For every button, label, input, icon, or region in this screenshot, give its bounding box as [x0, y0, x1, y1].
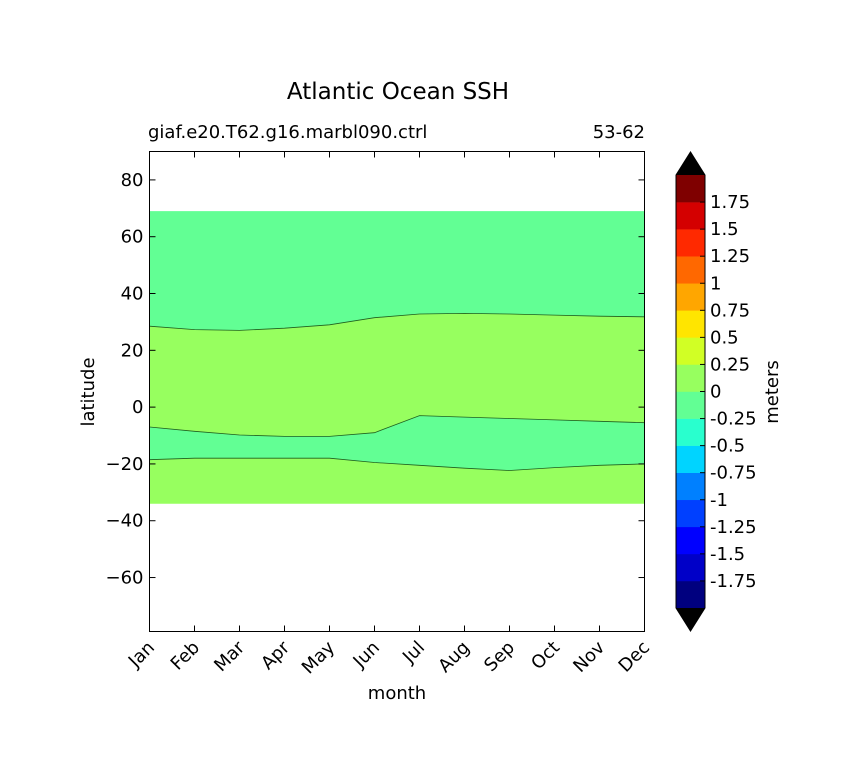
- colorbar-tick-label: 0: [710, 382, 721, 403]
- colorbar-band: [676, 202, 705, 230]
- colorbar-tick-label: -1.75: [710, 571, 757, 592]
- colorbar-band: [676, 256, 705, 284]
- colorbar-tick-label: -1.25: [710, 517, 757, 538]
- colorbar-band: [676, 445, 705, 473]
- colorbar-outline: [675, 151, 706, 632]
- colorbar-tick-label: 1: [710, 273, 721, 294]
- x-tick-label-oct: Oct: [527, 637, 564, 674]
- y-tick-label: 20: [121, 340, 144, 361]
- plot-area: [149, 211, 645, 504]
- plot-frame: [149, 151, 645, 632]
- contour-line-2: [149, 415, 645, 437]
- colorbar-band: [676, 283, 705, 311]
- x-tick-label-apr: Apr: [257, 637, 294, 674]
- y-axis-label: latitude: [78, 357, 99, 426]
- y-tick-label: −40: [106, 511, 144, 532]
- y-axis: 80 60 40 20 0 −20 −40 −60: [106, 170, 645, 589]
- colorbar-tick-label: -0.75: [710, 463, 757, 484]
- ssh-region-4: [149, 458, 645, 504]
- chart-title: Atlantic Ocean SSH: [287, 79, 509, 105]
- y-tick-label: 40: [121, 284, 144, 305]
- ssh-region-1: [149, 211, 645, 331]
- colorbar-tick-label: 0.5: [710, 327, 739, 348]
- colorbar-band: [676, 229, 705, 257]
- x-tick-label-may: May: [298, 637, 339, 678]
- chart-subtitle-right: 53-62: [593, 122, 645, 143]
- colorbar-extend-min: [676, 608, 705, 631]
- colorbar-tick-label: 1.25: [710, 246, 750, 267]
- x-tick-label-jul: Jul: [398, 637, 429, 668]
- y-tick-label: 80: [121, 170, 144, 191]
- colorbar-band: [676, 364, 705, 392]
- y-tick-label: −20: [106, 454, 144, 475]
- colorbar-tick-label: -0.25: [710, 409, 757, 430]
- colorbar-band: [676, 175, 705, 203]
- contour-line-3: [149, 457, 645, 471]
- chart-subtitle-left: giaf.e20.T62.g16.marbl090.ctrl: [148, 122, 427, 143]
- x-tick-label-nov: Nov: [569, 637, 609, 677]
- x-tick-label-feb: Feb: [167, 637, 204, 674]
- x-tick-label-aug: Aug: [434, 637, 474, 677]
- x-tick-label-dec: Dec: [615, 637, 654, 676]
- colorbar-tick-label: 1.75: [710, 192, 750, 213]
- x-tick-label-sep: Sep: [480, 637, 519, 676]
- colorbar-band: [676, 580, 705, 609]
- x-axis-label: month: [368, 683, 426, 704]
- colorbar-band: [676, 499, 705, 528]
- colorbar-band: [676, 526, 705, 555]
- colorbar-band: [676, 337, 705, 365]
- colorbar-tick-label: 0.75: [710, 300, 750, 321]
- x-tick-label-mar: Mar: [210, 637, 249, 676]
- y-tick-label: −60: [106, 568, 144, 589]
- colorbar-band: [676, 472, 705, 501]
- colorbar-band: [676, 418, 705, 446]
- contour-line-1: [149, 312, 645, 331]
- x-tick-label-jun: Jun: [349, 637, 384, 672]
- colorbar-band: [676, 391, 705, 419]
- colorbar-tick-label: -1: [710, 490, 728, 511]
- y-tick-label: 60: [121, 227, 144, 248]
- ssh-region-2: [149, 313, 645, 437]
- colorbar-label: meters: [762, 360, 783, 424]
- colorbar-tick-label: -1.5: [710, 544, 745, 565]
- colorbar: 1.75 1.5 1.25 1 0.75 0.5 0.25 0 -0.25 -0.5 -0.75 -1…: [675, 151, 757, 632]
- colorbar-extend-max: [676, 152, 705, 175]
- colorbar-tick-label: -0.5: [710, 436, 745, 457]
- colorbar-band: [676, 553, 705, 582]
- colorbar-tick-label: 1.5: [710, 219, 739, 240]
- colorbar-band: [676, 310, 705, 338]
- x-tick-label-jan: Jan: [124, 637, 159, 672]
- y-tick-label: 0: [132, 397, 143, 418]
- ssh-region-3: [149, 415, 645, 471]
- colorbar-tick-label: 0.25: [710, 354, 750, 375]
